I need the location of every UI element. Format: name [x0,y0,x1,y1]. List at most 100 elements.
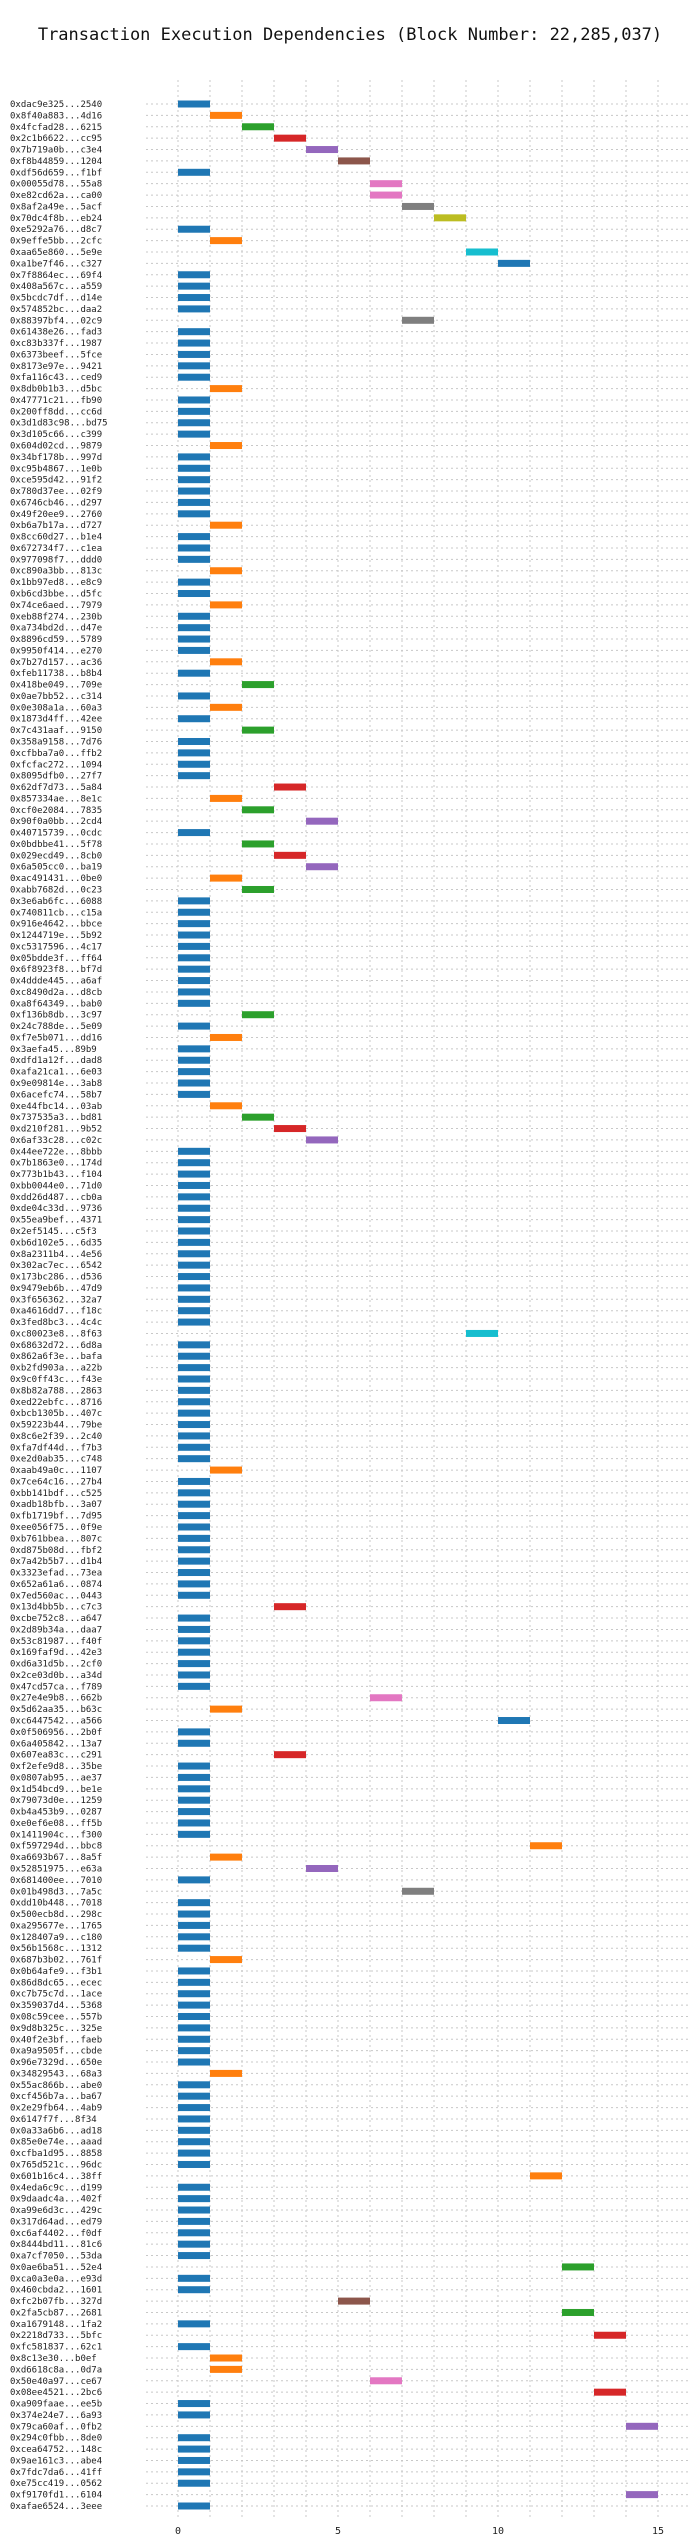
task-bar [178,1318,210,1326]
task-bar [178,2047,210,2055]
task-bar [178,487,210,495]
task-bar [370,1694,402,1702]
task-bar [178,294,210,302]
task-bar [178,635,210,643]
x-tick-label: 15 [652,2526,664,2537]
task-bar [178,510,210,518]
y-tick-label: 0x740811cb...c15a [10,908,102,918]
task-bar [178,1170,210,1178]
task-bar [178,1159,210,1167]
task-bar [178,2274,210,2282]
task-bar [306,863,338,871]
task-bar [178,2183,210,2191]
y-tick-label: 0xcf0e2084...7835 [10,806,102,816]
y-tick-label: 0xeb88f274...230b [10,612,102,622]
y-tick-label: 0xfb1719bf...7d95 [10,1512,102,1522]
task-bar [178,1273,210,1281]
y-tick-label: 0x05bdde3f...ff64 [10,954,102,964]
y-tick-label: 0x55ac866b...abe0 [10,2081,102,2091]
y-tick-label: 0x3d105c66...c399 [10,430,102,440]
y-tick-label: 0x7ed560ac...0443 [10,1591,102,1601]
y-tick-label: 0xabb7682d...0c23 [10,885,102,895]
chart-title: Transaction Execution Dependencies (Bloc… [38,25,662,45]
y-tick-label: 0x601b16c4...38ff [10,2172,102,2182]
task-bar [210,794,242,802]
y-tick-label: 0x3aefa45...89b9 [10,1045,97,1055]
y-tick-label: 0x317d64ad...ed79 [10,2217,102,2227]
y-tick-label: 0x4eda6c9c...d199 [10,2183,102,2193]
y-tick-label: 0x607ea83c...c291 [10,1751,102,1761]
y-tick-label: 0x408a567c...a559 [10,282,102,292]
y-tick-label: 0xe82cd62a...ca00 [10,191,102,201]
y-tick-label: 0xbb141bdf...c525 [10,1489,102,1499]
task-bar [178,1421,210,1429]
y-tick-label: 0xa8f64349...bab0 [10,999,102,1009]
y-tick-label: 0xcfbba7a0...ffb2 [10,749,102,759]
y-tick-label: 0x01b498d3...7a5c [10,1887,102,1897]
task-bar [178,829,210,837]
y-tick-label: 0xa99e6d3c...429c [10,2206,102,2216]
y-tick-label: 0x47cd57ca...f789 [10,1682,102,1692]
y-tick-label: 0xc7b75c7d...1ace [10,1990,102,2000]
y-tick-label: 0x88397bf4...02c9 [10,316,102,326]
task-bar [178,2229,210,2237]
y-tick-label: 0x8444bd11...81c6 [10,2240,102,2250]
task-bar [178,590,210,598]
task-bar [210,2069,242,2077]
task-bar [178,624,210,632]
task-bar [178,350,210,358]
task-bar [178,2160,210,2168]
task-bar [594,2331,626,2339]
y-tick-label: 0xb2fd903a...a22b [10,1364,102,1374]
task-bar [434,214,466,222]
y-tick-label: 0x604d02cd...9879 [10,442,102,452]
y-tick-label: 0x4fcfad28...6215 [10,123,102,133]
y-tick-label: 0x7ce64c16...27b4 [10,1477,102,1487]
y-tick-label: 0x2e29fb64...4ab9 [10,2104,102,2114]
y-tick-label: 0xc890a3bb...813c [10,567,102,577]
x-tick-label: 10 [492,2526,504,2537]
y-tick-label: 0xaab49a0c...1107 [10,1466,102,1476]
y-tick-label: 0xc80023e8...8f63 [10,1329,102,1339]
task-bar [178,1534,210,1542]
task-bar [210,874,242,882]
task-bar [178,1512,210,1520]
task-bar [178,2252,210,2260]
y-tick-label: 0x9c0ff43c...f43e [10,1375,102,1385]
task-bar [178,1671,210,1679]
task-bar [178,908,210,916]
task-bar [210,1466,242,1474]
task-bar [178,1079,210,1087]
y-tick-label: 0x8896cd59...5789 [10,635,102,645]
task-bar [178,2115,210,2123]
y-tick-label: 0xc95b4867...1e0b [10,464,102,474]
y-tick-label: 0xce595d42...91f2 [10,476,102,486]
y-tick-label: 0x418be049...709e [10,681,102,691]
task-bar [178,1352,210,1360]
task-bar [178,1090,210,1098]
y-tick-label: 0xde04c33d...9736 [10,1204,102,1214]
task-bar [210,658,242,666]
y-tick-label: 0x9effe5bb...2cfc [10,237,102,247]
y-tick-label: 0x2d89b34a...daa7 [10,1625,102,1635]
y-tick-label: 0x5d62aa35...b63c [10,1705,102,1715]
task-bar [178,1307,210,1315]
task-bar [178,2081,210,2089]
task-bar [178,2502,210,2510]
y-tick-label: 0xca0a3e0a...e93d [10,2274,102,2284]
y-tick-label: 0x79ca60af...0fb2 [10,2422,102,2432]
task-bar [178,1375,210,1383]
task-bar [178,1785,210,1793]
y-tick-label: 0x1873d4ff...42ee [10,715,102,725]
y-tick-label: 0x68632d72...6d8a [10,1341,102,1351]
y-tick-label: 0x50e40a97...ce67 [10,2377,102,2387]
task-bar [178,1660,210,1668]
task-bar [178,612,210,620]
y-tick-label: 0xfcfac272...1094 [10,760,102,770]
task-bar [178,1477,210,1485]
y-tick-label: 0x294c0fbb...8de0 [10,2434,102,2444]
y-tick-label: 0x029ecd49...8cb0 [10,851,102,861]
task-bar [178,1933,210,1941]
y-tick-label: 0x460cbda2...1601 [10,2286,102,2296]
task-bar [178,476,210,484]
